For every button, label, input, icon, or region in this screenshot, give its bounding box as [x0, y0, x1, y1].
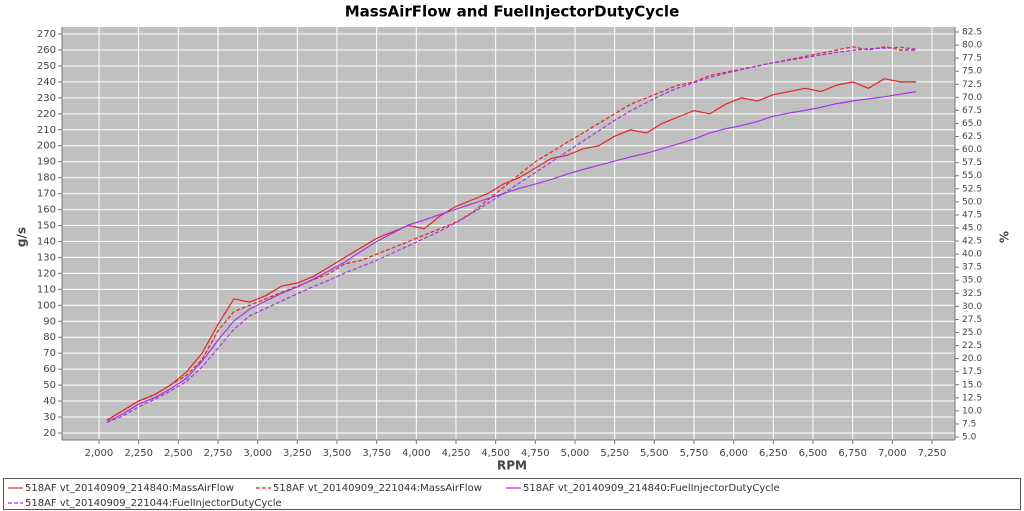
- y2-tick-label: 80.0: [962, 41, 982, 51]
- legend-text: 518AF vt_20140909_221044:FuelInjectorDut…: [25, 498, 282, 509]
- chart-title: MassAirFlow and FuelInjectorDutyCycle: [345, 3, 680, 21]
- x-tick-label: 3,250: [283, 448, 312, 459]
- y2-tick-label: 25.0: [962, 328, 982, 338]
- y2-tick-label: 47.5: [962, 210, 982, 220]
- x-tick-label: 5,000: [561, 448, 590, 459]
- y2-tick-label: 57.5: [962, 158, 982, 168]
- y2-tick-label: 62.5: [962, 132, 982, 142]
- y2-tick-label: 27.5: [962, 315, 982, 325]
- y2-tick-label: 35.0: [962, 276, 982, 286]
- y2-tick-label: 52.5: [962, 184, 982, 194]
- y2-tick-label: 60.0: [962, 145, 982, 155]
- y2-tick-label: 50.0: [962, 197, 982, 207]
- y2-tick-label: 37.5: [962, 263, 982, 273]
- y-tick-label: 100: [37, 300, 56, 311]
- y-tick-label: 70: [43, 348, 56, 359]
- y-tick-label: 220: [37, 109, 56, 120]
- y2-tick-label: 70.0: [962, 93, 982, 103]
- legend-text: 518AF vt_20140909_214840:MassAirFlow: [25, 483, 234, 494]
- y-tick-label: 240: [37, 77, 56, 88]
- legend-box: [3, 478, 1021, 510]
- y2-tick-label: 32.5: [962, 289, 982, 299]
- x-tick-label: 4,500: [481, 448, 510, 459]
- y2-tick-label: 67.5: [962, 106, 982, 116]
- y2-tick-label: 17.5: [962, 367, 982, 377]
- x-tick-label: 2,750: [204, 448, 233, 459]
- y-tick-label: 160: [37, 205, 56, 216]
- x-tick-label: 6,000: [719, 448, 748, 459]
- y2-tick-label: 10.0: [962, 406, 982, 416]
- y-tick-label: 20: [43, 428, 56, 439]
- y-tick-label: 90: [43, 316, 56, 327]
- y2-tick-label: 82.5: [962, 28, 982, 38]
- y-tick-label: 130: [37, 252, 56, 263]
- y2-axis-label: %: [998, 231, 1012, 243]
- y2-tick-label: 15.0: [962, 380, 982, 390]
- y2-tick-label: 42.5: [962, 237, 982, 247]
- y-tick-label: 140: [37, 236, 56, 247]
- y2-tick-label: 5.0: [962, 433, 977, 443]
- x-tick-label: 6,750: [838, 448, 867, 459]
- y-tick-label: 80: [43, 332, 56, 343]
- x-tick-label: 4,250: [442, 448, 471, 459]
- y2-tick-label: 30.0: [962, 302, 982, 312]
- y-tick-label: 60: [43, 364, 56, 375]
- y-tick-label: 50: [43, 380, 56, 391]
- x-tick-label: 5,750: [680, 448, 709, 459]
- x-tick-label: 7,250: [918, 448, 947, 459]
- y2-tick-label: 55.0: [962, 171, 982, 181]
- x-tick-label: 2,000: [85, 448, 114, 459]
- y-tick-label: 110: [37, 284, 56, 295]
- y-tick-label: 150: [37, 221, 56, 232]
- y-tick-label: 260: [37, 45, 56, 56]
- y-tick-label: 250: [37, 61, 56, 72]
- x-tick-label: 5,250: [600, 448, 629, 459]
- series-line: [106, 46, 917, 421]
- y-tick-label: 200: [37, 141, 56, 152]
- x-tick-label: 6,250: [759, 448, 788, 459]
- y-tick-label: 230: [37, 93, 56, 104]
- x-tick-label: 3,000: [243, 448, 272, 459]
- y-tick-label: 120: [37, 268, 56, 279]
- y-tick-label: 210: [37, 125, 56, 136]
- y2-tick-label: 72.5: [962, 80, 982, 90]
- y2-tick-label: 45.0: [962, 223, 982, 233]
- y-tick-label: 270: [37, 29, 56, 40]
- series-line: [106, 46, 917, 423]
- y-tick-label: 40: [43, 396, 56, 407]
- x-tick-label: 2,250: [124, 448, 153, 459]
- y-tick-label: 190: [37, 157, 56, 168]
- y2-tick-label: 40.0: [962, 250, 982, 260]
- legend-text: 518AF vt_20140909_221044:MassAirFlow: [273, 483, 482, 494]
- x-tick-label: 4,000: [402, 448, 431, 459]
- series-line: [106, 91, 917, 423]
- x-tick-label: 3,750: [362, 448, 391, 459]
- x-tick-label: 6,500: [799, 448, 828, 459]
- plot-area: [62, 27, 955, 440]
- x-tick-label: 7,000: [878, 448, 907, 459]
- y2-tick-label: 65.0: [962, 119, 982, 129]
- y2-tick-label: 12.5: [962, 393, 982, 403]
- y2-tick-label: 20.0: [962, 354, 982, 364]
- x-axis-label: RPM: [497, 459, 527, 473]
- x-tick-label: 2,500: [164, 448, 193, 459]
- x-tick-label: 3,500: [323, 448, 352, 459]
- y2-tick-label: 22.5: [962, 341, 982, 351]
- y2-tick-label: 7.5: [962, 419, 976, 429]
- y2-tick-label: 75.0: [962, 67, 982, 77]
- legend-text: 518AF vt_20140909_214840:FuelInjectorDut…: [523, 483, 780, 494]
- y2-tick-label: 77.5: [962, 54, 982, 64]
- x-tick-label: 4,750: [521, 448, 550, 459]
- y-tick-label: 30: [43, 412, 56, 423]
- x-tick-label: 5,500: [640, 448, 669, 459]
- y-axis-label: g/s: [15, 227, 29, 247]
- y-tick-label: 170: [37, 189, 56, 200]
- y-tick-label: 180: [37, 173, 56, 184]
